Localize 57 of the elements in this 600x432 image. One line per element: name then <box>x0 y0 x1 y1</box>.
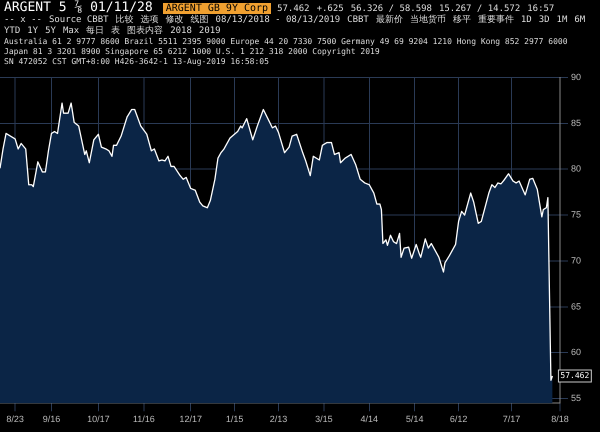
x-tick-label: 3/15 <box>315 414 333 424</box>
text: 3D <box>538 15 550 26</box>
text: 比较 <box>116 15 134 26</box>
x-tick-label: 6/12 <box>450 414 468 424</box>
text: 1M <box>556 15 568 26</box>
text: 当地货币 <box>410 15 446 26</box>
text: 1D <box>520 15 532 26</box>
text: Max <box>62 26 80 37</box>
x-tick-label: 12/17 <box>179 414 202 424</box>
y-tick-label: 65 <box>570 301 582 312</box>
text: 57.462 <box>277 4 310 15</box>
x-tick-label: 11/16 <box>132 414 155 424</box>
chart-title: ARGENT 5 ⅞ 01/11/28 <box>4 0 153 15</box>
y-tick-label: 55 <box>570 393 582 404</box>
text: 16:57 <box>527 4 554 15</box>
text: 表 <box>111 26 120 37</box>
text: 重要事件 <box>478 15 514 26</box>
source-note: Source CBBT <box>48 15 109 26</box>
text: 56.326 / 58.598 <box>350 4 432 14</box>
text: -- x -- <box>4 15 42 26</box>
text: 2018 <box>170 26 192 37</box>
x-tick-label: 5/14 <box>406 414 424 424</box>
text: 最新价 <box>376 15 403 26</box>
text: Australia 61 2 9777 8600 Brazil 5511 2395 9000 Europe 44 20 7330 7500 Germany 49 69 9204 1210 Hong Kong 852 2977 6000 <box>4 37 569 47</box>
x-tick-label: 10/17 <box>87 414 110 424</box>
x-tick-label: 1/15 <box>226 414 244 424</box>
text: Japan 81 3 3201 8900 Singapore 65 6212 1000 U.S. 1 212 318 2000 Copyright 2019 <box>4 47 381 57</box>
text: 08/13/2018 - 08/13/2019 <box>216 15 340 26</box>
x-tick-label: 4/14 <box>360 414 378 424</box>
text: YTD <box>4 26 20 37</box>
x-tick-label: 7/17 <box>502 414 520 424</box>
text: 每日 <box>86 26 104 37</box>
text: 移平 <box>452 15 471 26</box>
y-tick-label: 80 <box>570 164 582 174</box>
text: 1Y <box>27 26 38 37</box>
x-tick-label: 8/18 <box>551 414 569 424</box>
text: 5Y <box>45 26 56 37</box>
x-tick-label: 8/23 <box>6 414 24 424</box>
text: +.625 <box>316 4 344 15</box>
annotation: 57.462 <box>560 371 590 380</box>
text: CBBT <box>347 15 369 26</box>
y-tick-label: 85 <box>570 118 582 128</box>
text: 6M <box>574 15 586 26</box>
y-tick-label: 60 <box>570 347 582 358</box>
chart-subtitle: ARGENT GB 9Y Corp <box>162 3 272 14</box>
text: 线图 <box>190 15 209 26</box>
text: 图表内容 <box>127 26 164 37</box>
y-tick-label: 90 <box>570 72 582 82</box>
y-tick-label: 70 <box>570 255 582 266</box>
x-tick-label: 9/16 <box>42 414 60 424</box>
text: 15.267 / 14.572 <box>438 4 520 14</box>
text: 修改 <box>166 15 184 26</box>
text: 2019 <box>198 26 221 37</box>
x-tick-label: 2/13 <box>270 414 288 424</box>
text: 选项 <box>140 15 159 26</box>
text: SN 472052 CST GMT+8:00 H426-3642-1 13-Aug-2019 16:58:05 <box>4 57 270 67</box>
y-tick-label: 75 <box>570 210 582 220</box>
